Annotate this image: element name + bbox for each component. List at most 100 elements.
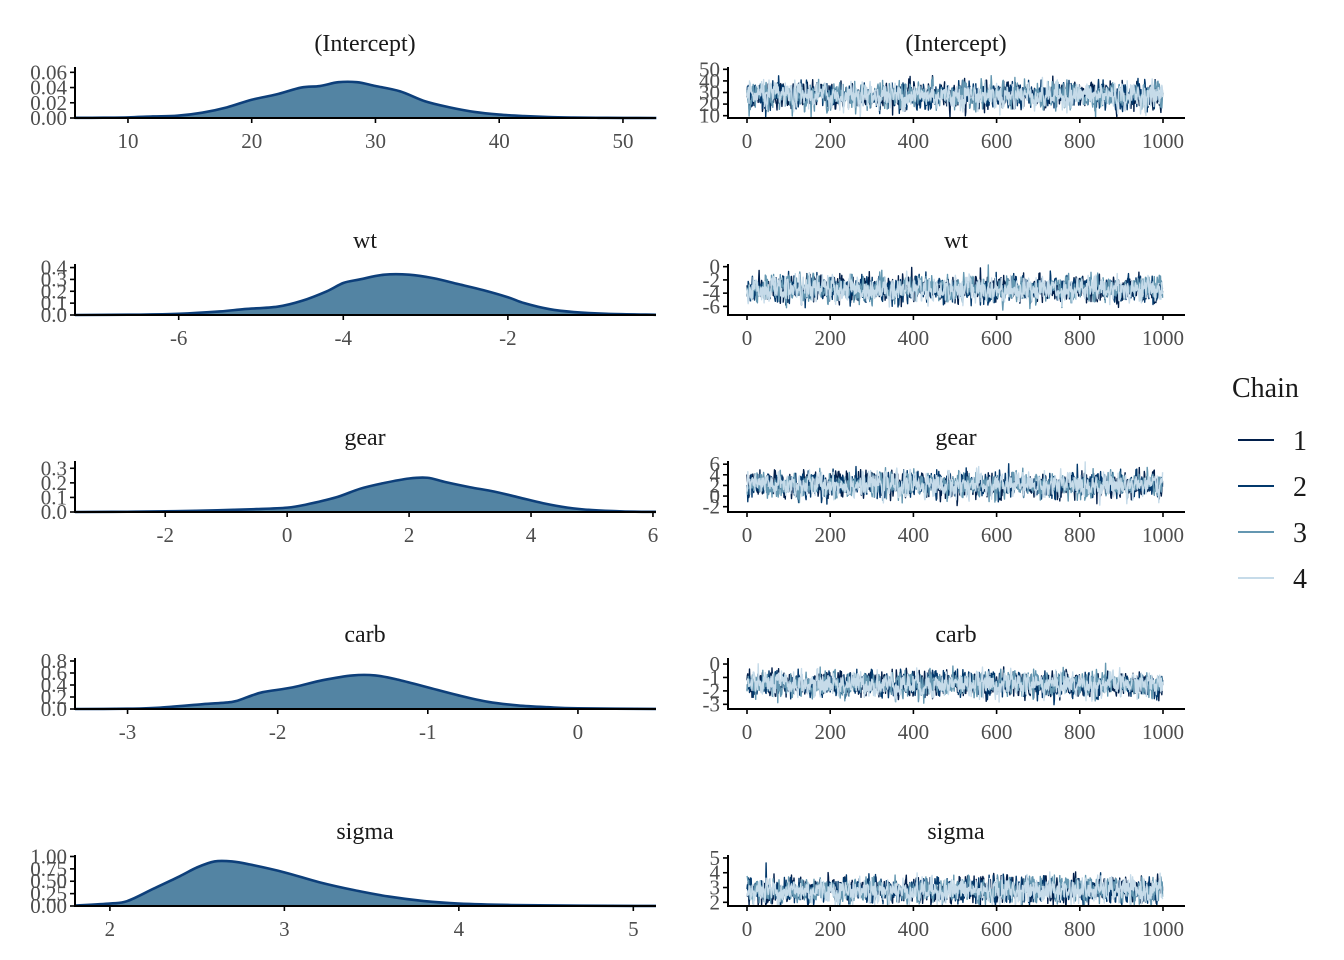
x-tick-label: -6 bbox=[170, 326, 188, 350]
legend-title: Chain bbox=[1232, 373, 1299, 404]
y-tick-label: -2 bbox=[703, 495, 721, 519]
x-tick-label: 4 bbox=[454, 917, 465, 941]
y-tick-label: -4 bbox=[703, 281, 721, 305]
x-tick-label: 1000 bbox=[1142, 917, 1184, 941]
y-tick-label: -2 bbox=[703, 679, 721, 703]
y-tick-label: 0.8 bbox=[41, 649, 67, 673]
density-title: carb bbox=[344, 622, 385, 648]
y-tick-label: 0.1 bbox=[41, 291, 67, 315]
y-tick-label: 0.4 bbox=[41, 256, 68, 280]
density-title: wt bbox=[353, 228, 377, 254]
y-tick-label: 0.0 bbox=[41, 303, 67, 327]
y-tick-label: 0.4 bbox=[41, 673, 68, 697]
legend-label: 3 bbox=[1293, 518, 1307, 549]
density-area bbox=[74, 81, 657, 118]
y-tick-label: 0.2 bbox=[41, 685, 67, 709]
x-tick-label: 400 bbox=[898, 523, 930, 547]
x-tick-label: 600 bbox=[981, 523, 1013, 547]
y-tick-label: 0.00 bbox=[30, 894, 67, 918]
trace-chain-4 bbox=[746, 871, 1164, 906]
x-tick-label: 0 bbox=[742, 129, 753, 153]
legend-label: 1 bbox=[1293, 426, 1307, 457]
trace-title: sigma bbox=[927, 819, 985, 845]
x-tick-label: 0 bbox=[282, 523, 293, 547]
trace-axes bbox=[727, 67, 1185, 119]
x-tick-label: 20 bbox=[241, 129, 262, 153]
x-tick-label: -4 bbox=[335, 326, 353, 350]
x-tick-label: 5 bbox=[628, 917, 639, 941]
density-curve bbox=[74, 859, 657, 908]
y-tick-label: 0.2 bbox=[41, 471, 67, 495]
x-tick-label: 600 bbox=[981, 326, 1013, 350]
x-tick-label: 1000 bbox=[1142, 326, 1184, 350]
x-tick-label: 4 bbox=[526, 523, 537, 547]
y-tick-label: -6 bbox=[703, 294, 721, 318]
y-tick-label: 1.00 bbox=[30, 844, 67, 868]
y-tick-label: 5 bbox=[710, 846, 721, 870]
x-tick-label: 800 bbox=[1064, 523, 1096, 547]
y-tick-label: 0.04 bbox=[30, 76, 67, 100]
y-tick-label: 30 bbox=[699, 81, 720, 105]
density-area bbox=[75, 674, 656, 709]
x-tick-label: 30 bbox=[365, 129, 386, 153]
legend-item-chain-2: 2 bbox=[1238, 472, 1307, 503]
x-tick-label: -3 bbox=[119, 720, 137, 744]
x-tick-label: 2 bbox=[105, 917, 116, 941]
x-tick-label: 400 bbox=[898, 720, 930, 744]
x-tick-label: 200 bbox=[814, 917, 846, 941]
y-tick-label: 0 bbox=[710, 484, 721, 508]
x-tick-label: 50 bbox=[612, 129, 633, 153]
trace-chain-4 bbox=[746, 270, 1164, 308]
x-tick-label: 3 bbox=[279, 917, 290, 941]
y-tick-label: 0.50 bbox=[30, 869, 67, 893]
chain-legend: Chain 1 2 3 4 bbox=[1232, 373, 1307, 595]
y-tick-label: 50 bbox=[699, 57, 720, 81]
legend-item-chain-4: 4 bbox=[1238, 564, 1307, 595]
y-tick-label: 0.25 bbox=[30, 882, 67, 906]
x-tick-label: 600 bbox=[981, 917, 1013, 941]
y-tick-label: 0.2 bbox=[41, 279, 67, 303]
y-tick-label: 6 bbox=[710, 452, 721, 476]
trace-panel: wt0 200 400 600 800 1000-6-4-20 bbox=[703, 228, 1185, 350]
density-curve bbox=[74, 476, 657, 514]
y-tick-label: 0.0 bbox=[41, 500, 67, 524]
x-tick-label: 40 bbox=[489, 129, 510, 153]
x-tick-label: 600 bbox=[981, 720, 1013, 744]
density-panel: sigma 2 3 4 5 0.000.250.500.751.00 bbox=[30, 819, 657, 941]
y-tick-label: 4 bbox=[710, 463, 721, 487]
y-tick-label: 40 bbox=[699, 69, 720, 93]
x-tick-label: 200 bbox=[814, 720, 846, 744]
x-tick-label: 0 bbox=[742, 917, 753, 941]
trace-chain-4 bbox=[746, 76, 1164, 118]
x-tick-label: 0 bbox=[573, 720, 584, 744]
y-tick-label: 2 bbox=[710, 890, 721, 914]
y-tick-label: 0.3 bbox=[41, 267, 67, 291]
y-tick-label: 0.0 bbox=[41, 697, 67, 721]
y-tick-label: 0.00 bbox=[30, 106, 67, 130]
density-area bbox=[75, 477, 656, 512]
trace-title: gear bbox=[935, 425, 976, 451]
x-tick-label: -1 bbox=[419, 720, 437, 744]
trace-axes bbox=[727, 461, 1185, 513]
density-panel: gear -2 0 2 4 6 0.00.10.20.3 bbox=[41, 425, 658, 547]
y-tick-label: 0 bbox=[710, 652, 721, 676]
x-tick-label: 200 bbox=[814, 129, 846, 153]
density-title: (Intercept) bbox=[314, 31, 415, 57]
x-tick-label: 10 bbox=[117, 129, 138, 153]
density-panel: carb -3 -2 -1 0 0.00.20.40.60.8 bbox=[41, 622, 657, 744]
x-tick-label: 0 bbox=[742, 326, 753, 350]
trace-title: (Intercept) bbox=[905, 31, 1006, 57]
y-tick-label: 2 bbox=[710, 473, 721, 497]
x-tick-label: -2 bbox=[156, 523, 174, 547]
y-tick-label: 0.1 bbox=[41, 485, 67, 509]
y-tick-label: 0 bbox=[710, 255, 721, 279]
x-tick-label: 1000 bbox=[1142, 720, 1184, 744]
x-tick-label: 800 bbox=[1064, 917, 1096, 941]
density-curve bbox=[74, 673, 657, 711]
